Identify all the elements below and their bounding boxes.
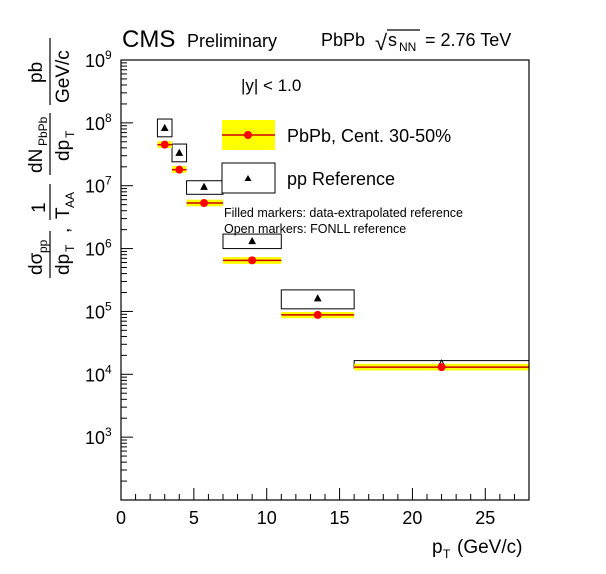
- svg-text:AA: AA: [63, 192, 77, 208]
- uncertainty-bands: [156, 118, 530, 371]
- pbpb-marker: [437, 363, 446, 372]
- rapidity-cut-label: |y| < 1.0: [241, 76, 301, 95]
- energy-var: s: [388, 30, 397, 50]
- pp-marker: [200, 182, 208, 190]
- y-tick-label: 103: [85, 425, 112, 448]
- pbpb-marker: [313, 310, 322, 319]
- svg-text:T: T: [443, 547, 451, 561]
- svg-text:pp: pp: [36, 239, 50, 253]
- plot-frame: [120, 59, 530, 501]
- y-axis-label: dσ pp dp T , 1 T AA dN PbPb dp T pb GeV/…: [26, 38, 77, 278]
- x-tick-label: 20: [402, 508, 422, 528]
- legend-pp-marker: [244, 175, 252, 181]
- pp-marker: [248, 236, 257, 245]
- svg-text:1: 1: [29, 202, 50, 213]
- pp-uncertainty-box: [156, 118, 173, 138]
- svg-text:PbPb: PbPb: [36, 116, 50, 146]
- x-axis-label: p T (GeV/c): [432, 537, 522, 561]
- x-tick-label: 10: [257, 508, 277, 528]
- pp-marker: [313, 294, 322, 302]
- svg-text:dp: dp: [53, 140, 74, 161]
- svg-text:T: T: [53, 207, 74, 219]
- energy-sub: NN: [399, 40, 416, 54]
- svg-text:p: p: [432, 537, 443, 558]
- note-open-markers: Open markers: FONLL reference: [224, 222, 406, 236]
- axis-ticks: 0 5 10 15 20 25 103 104 105 106 107 108 109: [85, 48, 515, 528]
- pp-uncertainty-box: [280, 289, 355, 310]
- svg-text:GeV/c: GeV/c: [53, 50, 74, 103]
- x-tick-label: 15: [330, 508, 350, 528]
- legend-pbpb-label: PbPb, Cent. 30-50%: [287, 126, 451, 146]
- pbpb-marker: [175, 165, 184, 174]
- sqrt-symbol: √: [375, 30, 388, 55]
- legend-pp-label: pp Reference: [287, 169, 395, 189]
- x-tick-label: 0: [116, 508, 126, 528]
- svg-text:dp: dp: [53, 254, 74, 275]
- y-tick-label: 105: [85, 299, 112, 322]
- svg-text:dσ: dσ: [26, 252, 47, 275]
- y-tick-label: 107: [85, 174, 112, 197]
- pp-uncertainty-box: [222, 233, 282, 250]
- legend: PbPb, Cent. 30-50% pp Reference: [221, 120, 451, 194]
- note-filled-markers: Filled markers: data-extrapolated refere…: [224, 206, 463, 220]
- pp-marker: [175, 148, 184, 156]
- svg-text:T: T: [63, 244, 77, 252]
- data-markers: [160, 123, 446, 372]
- pbpb-marker: [200, 199, 209, 208]
- svg-text:(GeV/c): (GeV/c): [457, 537, 522, 558]
- pp-marker: [160, 123, 169, 132]
- svg-text:T: T: [63, 130, 77, 138]
- svg-text:dN: dN: [26, 149, 47, 173]
- system-label: PbPb: [321, 30, 365, 50]
- energy-value: = 2.76 TeV: [425, 30, 511, 50]
- svg-text:pb: pb: [26, 62, 47, 83]
- y-tick-label: 104: [85, 362, 112, 385]
- pbpb-marker: [248, 256, 257, 265]
- experiment-label: CMS: [122, 26, 175, 53]
- pp-uncertainty-box: [171, 143, 188, 163]
- y-tick-label: 108: [85, 111, 112, 134]
- pbpb-marker: [160, 140, 169, 149]
- legend-pbpb-marker: [244, 131, 252, 139]
- svg-text:,: ,: [53, 228, 74, 233]
- y-tick-label: 106: [85, 237, 112, 260]
- status-label: Preliminary: [187, 31, 277, 51]
- x-tick-label: 25: [475, 508, 495, 528]
- y-tick-label: 109: [85, 48, 112, 71]
- x-tick-label: 5: [189, 508, 199, 528]
